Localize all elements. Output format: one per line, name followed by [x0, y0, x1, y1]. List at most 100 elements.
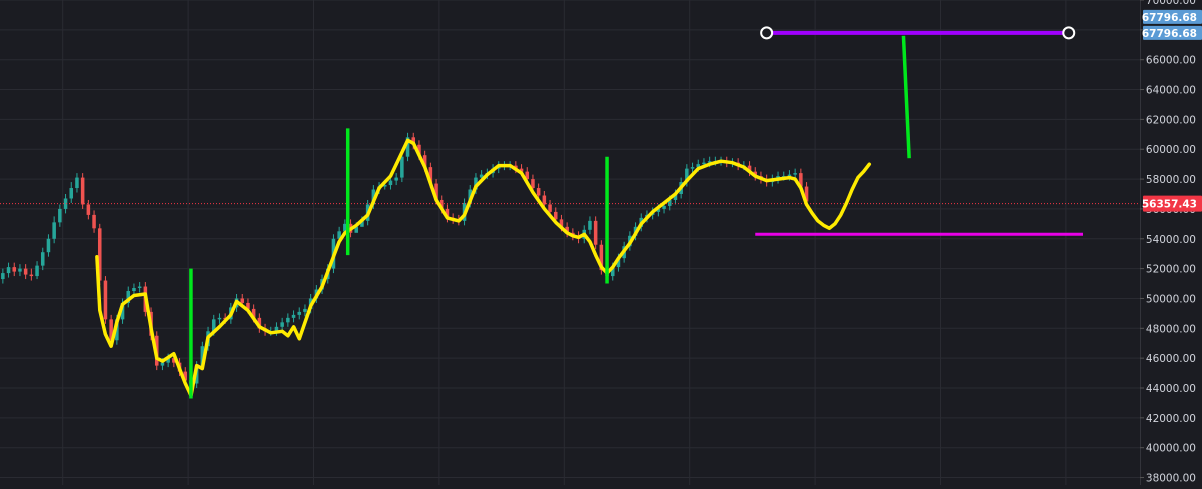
- candle-down: [553, 211, 558, 220]
- candle-down: [445, 208, 450, 218]
- candle-down: [542, 195, 547, 205]
- candle-up: [382, 185, 387, 187]
- candle-up: [690, 167, 695, 169]
- trend-curve[interactable]: [95, 138, 872, 398]
- candle-up: [793, 173, 797, 175]
- price-tick-label: 42000.00: [1146, 413, 1196, 425]
- candle-down: [172, 358, 176, 363]
- candle-up: [217, 317, 222, 320]
- candle-up: [702, 162, 706, 165]
- candle-up: [371, 189, 376, 205]
- candle-up: [667, 199, 672, 206]
- candle-up: [166, 358, 170, 363]
- target-line-handle-right[interactable]: [1062, 26, 1076, 40]
- target-price-label-bg: [1143, 25, 1202, 40]
- impulse-line[interactable]: [901, 35, 911, 159]
- candle-down: [599, 244, 604, 271]
- candle-up: [656, 208, 661, 212]
- candle-up: [126, 291, 131, 303]
- candle-down: [411, 137, 416, 145]
- candle-up: [40, 252, 45, 266]
- candle-up: [405, 137, 410, 157]
- candle-up: [63, 198, 68, 209]
- candle-up: [291, 314, 296, 318]
- current-price-label-bg: [1143, 195, 1202, 212]
- candle-up: [58, 208, 62, 223]
- price-tick-label: 54000.00: [1146, 234, 1196, 246]
- candle-up: [400, 156, 404, 178]
- candle-up: [18, 268, 22, 272]
- candle-up: [479, 174, 484, 178]
- current-price-label: 56357.43: [1142, 199, 1197, 211]
- price-tick-label: 66000.00: [1146, 55, 1196, 67]
- candle-up: [616, 258, 621, 268]
- candle-down: [531, 179, 535, 189]
- price-tick-label: 58000.00: [1146, 174, 1196, 186]
- price-tick-label: 62000.00: [1146, 114, 1196, 126]
- price-tick-label: 40000.00: [1146, 443, 1196, 455]
- candle-down: [548, 204, 552, 212]
- candle-up: [662, 205, 666, 209]
- candle-up: [303, 308, 307, 312]
- candle-down: [23, 268, 28, 275]
- candle-up: [696, 164, 701, 168]
- candle-up: [35, 265, 39, 277]
- candle-up: [137, 286, 142, 289]
- price-tick-label: 46000.00: [1146, 353, 1196, 365]
- candle-down: [109, 319, 113, 341]
- candle-up: [474, 177, 478, 190]
- candle-down: [519, 168, 524, 172]
- drawings[interactable]: [0, 26, 1140, 399]
- candle-up: [394, 177, 398, 181]
- candle-up: [280, 322, 284, 327]
- candle-down: [514, 165, 518, 169]
- candle-up: [75, 177, 79, 189]
- candle-down: [97, 228, 102, 281]
- price-tick-label: 50000.00: [1146, 293, 1196, 305]
- candle-down: [417, 144, 421, 156]
- target-line-handle-left[interactable]: [760, 26, 774, 40]
- target-price-label: 67796.68: [1142, 28, 1197, 40]
- candle-down: [103, 280, 108, 320]
- candle-down: [257, 317, 262, 329]
- candle-down: [565, 226, 569, 233]
- candle-down: [434, 183, 438, 200]
- candle-down: [92, 214, 96, 229]
- price-tick-label: 52000.00: [1146, 264, 1196, 276]
- candle-down: [12, 267, 17, 272]
- candle-up: [354, 226, 359, 233]
- candle-up: [707, 161, 712, 163]
- candle-down: [80, 177, 85, 205]
- price-tick-label: 44000.00: [1146, 383, 1196, 395]
- candle-up: [115, 319, 119, 341]
- candle-down: [747, 165, 752, 172]
- candle-up: [286, 317, 290, 323]
- candle-up: [360, 220, 364, 227]
- candle-up: [160, 362, 165, 366]
- candle-down: [525, 171, 530, 180]
- price-axis[interactable]: 38000.00 40000.00 42000.00 44000.00 46000.00…: [1140, 0, 1202, 485]
- price-tick-label: 60000.00: [1146, 144, 1196, 156]
- candle-up: [69, 188, 74, 199]
- candle-down: [593, 220, 598, 245]
- candle-up: [685, 168, 689, 183]
- price-tick-label: 38000.00: [1146, 473, 1196, 485]
- candle-up: [120, 302, 125, 320]
- candle-down: [240, 298, 245, 303]
- candle-down: [251, 308, 256, 318]
- candle-down: [428, 167, 433, 184]
- candle-up: [610, 267, 615, 277]
- candle-down: [422, 155, 427, 168]
- price-tick-label: 64000.00: [1146, 85, 1196, 97]
- candle-up: [274, 326, 279, 332]
- candle-up: [200, 346, 205, 366]
- candle-up: [787, 174, 792, 177]
- candle-up: [211, 319, 216, 332]
- candle-up: [6, 267, 11, 274]
- target-price-label-bg: [1143, 9, 1202, 24]
- candle-down: [246, 302, 250, 309]
- candle-down: [29, 274, 34, 277]
- candle-up: [52, 222, 56, 239]
